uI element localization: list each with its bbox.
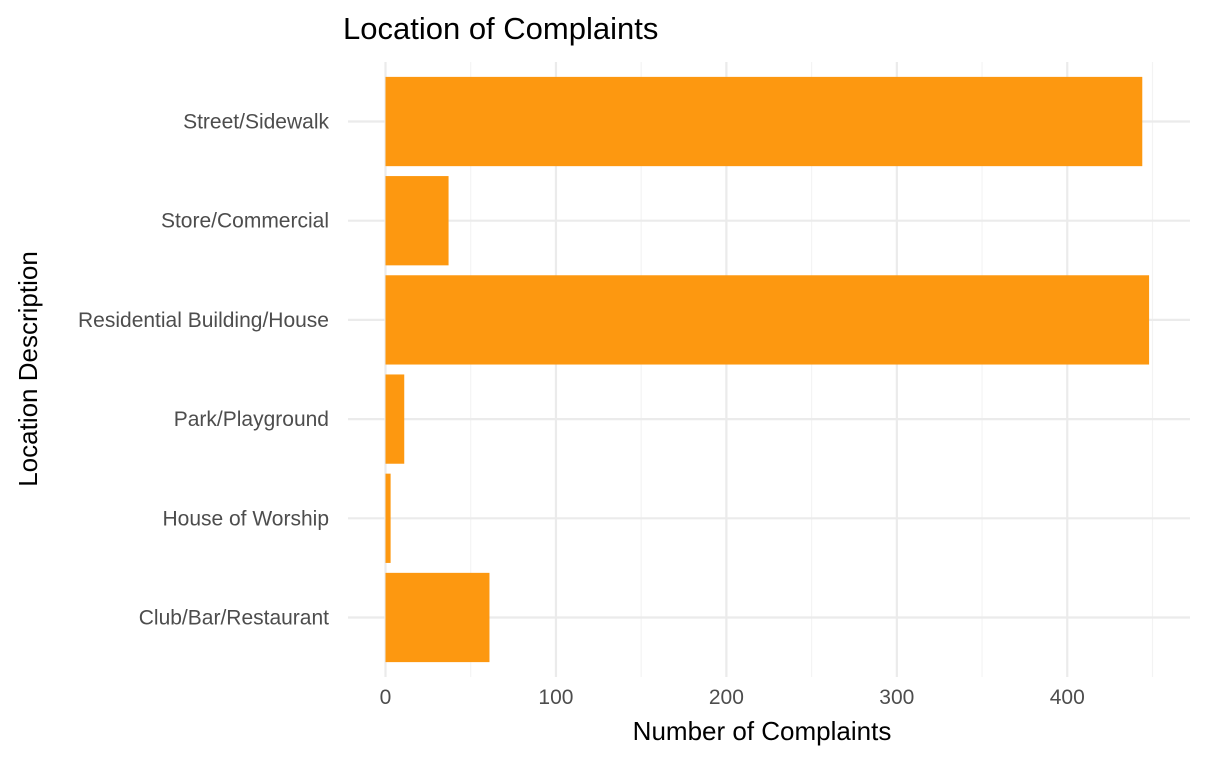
bar-residential-building-house xyxy=(385,275,1150,365)
y-tick-label: House of Worship xyxy=(162,507,329,530)
y-tick-label: Club/Bar/Restaurant xyxy=(139,606,329,629)
chart-title: Location of Complaints xyxy=(343,11,658,46)
x-tick-label: 200 xyxy=(709,686,744,709)
x-axis-title: Number of Complaints xyxy=(633,716,892,746)
bar-club-bar-restaurant xyxy=(385,572,490,663)
y-axis-title: Location Description xyxy=(13,251,43,487)
y-tick-labels: Club/Bar/Restaurant House of Worship Park/… xyxy=(78,111,329,630)
y-tick-label: Store/Commercial xyxy=(161,210,329,233)
x-tick-labels: 0 100 200 300 400 xyxy=(380,686,1085,709)
x-tick-label: 0 xyxy=(380,686,392,709)
x-tick-label: 400 xyxy=(1050,686,1085,709)
bar-store-commercial xyxy=(385,176,449,266)
bar-house-of-worship xyxy=(385,473,391,563)
bars-layer xyxy=(385,76,1150,663)
y-tick-label: Street/Sidewalk xyxy=(183,111,329,134)
bar-street-sidewalk xyxy=(385,76,1143,167)
bar-park-playground xyxy=(385,374,405,464)
x-tick-label: 300 xyxy=(879,686,914,709)
x-tick-label: 100 xyxy=(538,686,573,709)
y-tick-label: Residential Building/House xyxy=(78,309,329,332)
y-tick-label: Park/Playground xyxy=(174,408,329,431)
